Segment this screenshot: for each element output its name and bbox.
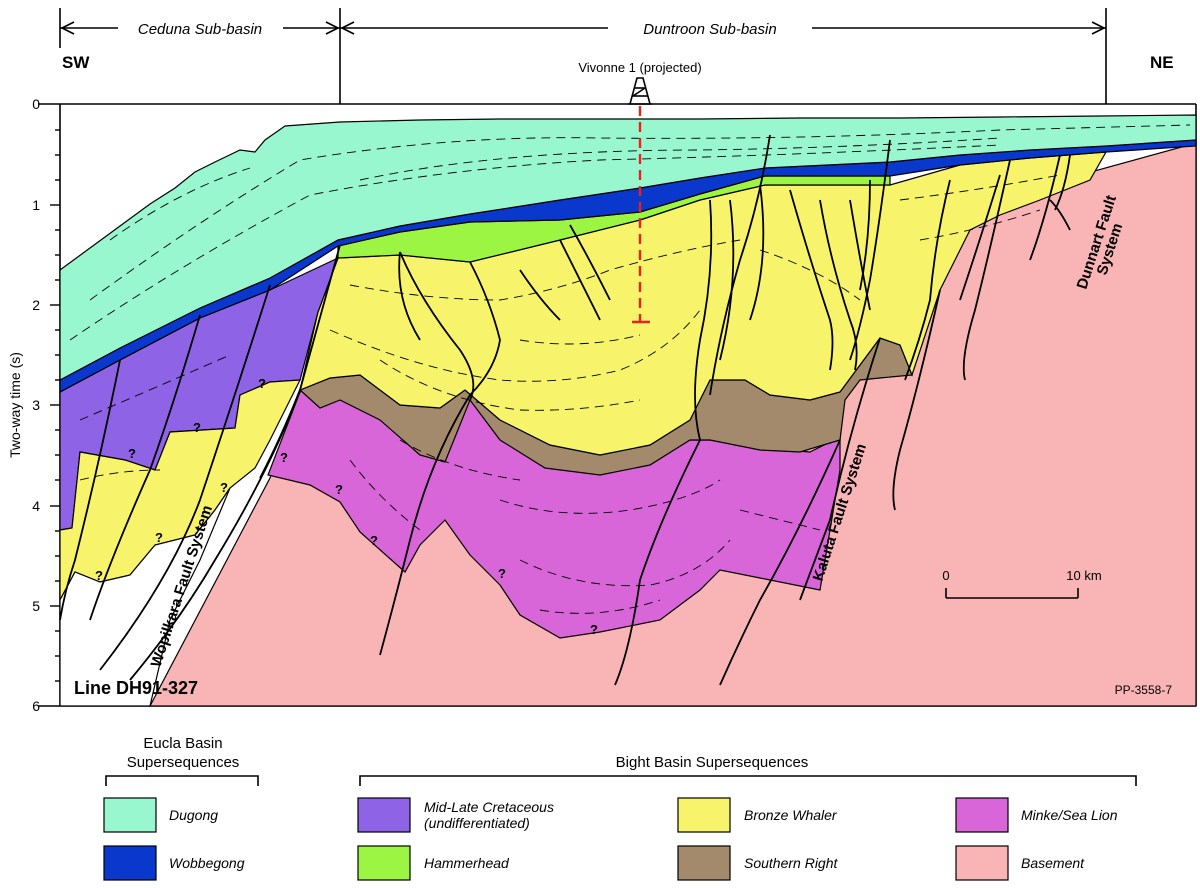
legend-label-southern-right: Southern Right [744, 855, 839, 871]
legend-eucla-bracket [105, 775, 259, 786]
legend-label-minke: Minke/Sea Lion [1021, 807, 1118, 823]
legend-label-wobbegong: Wobbegong [169, 855, 245, 871]
query-marker: ? [193, 420, 201, 435]
scale-bar-start-label: 0 [942, 568, 949, 583]
query-marker: ? [155, 530, 163, 545]
query-marker: ? [258, 376, 266, 391]
tick-label: 2 [32, 297, 40, 313]
duntroon-subbasin-label: Duntroon Sub-basin [643, 21, 776, 38]
legend-eucla-title-1: Eucla Basin [143, 735, 222, 752]
legend-eucla-title-2: Supersequences [127, 754, 240, 771]
query-markers: ? ? ? ? ? ? ? ? ? ? ? [95, 376, 598, 637]
query-marker: ? [128, 446, 136, 461]
legend-swatch-hammerhead [357, 845, 411, 881]
y-axis-label: Two-way time (s) [7, 352, 23, 458]
legend-swatch-wobbegong [103, 845, 157, 881]
legend-swatch-minke [955, 797, 1009, 833]
legend-swatch-cretaceous [357, 797, 411, 833]
tick-label: 3 [32, 397, 40, 413]
unit-dugong [59, 114, 1197, 381]
tick-label: 6 [32, 698, 40, 714]
legend-swatch-basement [955, 845, 1009, 881]
bedding-lines [69, 124, 1191, 614]
legend-swatch-dugong [103, 797, 157, 833]
well-derrick-icon [628, 77, 652, 105]
geologic-units [59, 114, 1197, 707]
tick-label: 1 [32, 197, 40, 213]
legend-label-basement: Basement [1021, 855, 1085, 871]
sw-direction-label: SW [62, 53, 90, 72]
unit-unknown-sw [59, 487, 231, 707]
legend-label-hammerhead: Hammerhead [424, 855, 510, 871]
fault-lines [59, 134, 1071, 686]
tick-label: 0 [32, 96, 40, 112]
query-marker: ? [280, 450, 288, 465]
tick-label: 5 [32, 598, 40, 614]
legend-label-bronze-whaler: Bronze Whaler [744, 807, 838, 823]
scale-bar-end-label: 10 km [1066, 568, 1101, 583]
scale-bar [945, 588, 1079, 599]
query-marker: ? [220, 480, 228, 495]
legend-bight-bracket [359, 775, 1137, 786]
tick-label: 4 [32, 498, 40, 514]
query-marker: ? [335, 482, 343, 497]
legend: Eucla Basin Supersequences Bight Basin S… [103, 735, 1137, 881]
legend-swatch-bronze-whaler [677, 797, 731, 833]
query-marker: ? [498, 566, 506, 581]
well-label: Vivonne 1 (projected) [578, 60, 701, 75]
ceduna-subbasin-label: Ceduna Sub-basin [138, 21, 262, 38]
line-name-label: Line DH91-327 [74, 678, 198, 698]
query-marker: ? [95, 568, 103, 583]
header-brackets [59, 8, 1107, 104]
query-marker: ? [370, 533, 378, 548]
legend-label-cretaceous-1: Mid-Late Cretaceous [424, 799, 554, 815]
figure-reference-label: PP-3558-7 [1115, 683, 1173, 697]
ne-direction-label: NE [1150, 53, 1174, 72]
legend-label-dugong: Dugong [169, 807, 218, 823]
legend-swatch-southern-right [677, 845, 731, 881]
axis-tick-labels: 0 1 2 3 4 5 6 [32, 96, 40, 714]
legend-bight-title: Bight Basin Supersequences [616, 754, 809, 771]
legend-label-cretaceous-2: (undifferentiated) [424, 815, 530, 831]
query-marker: ? [590, 622, 598, 637]
